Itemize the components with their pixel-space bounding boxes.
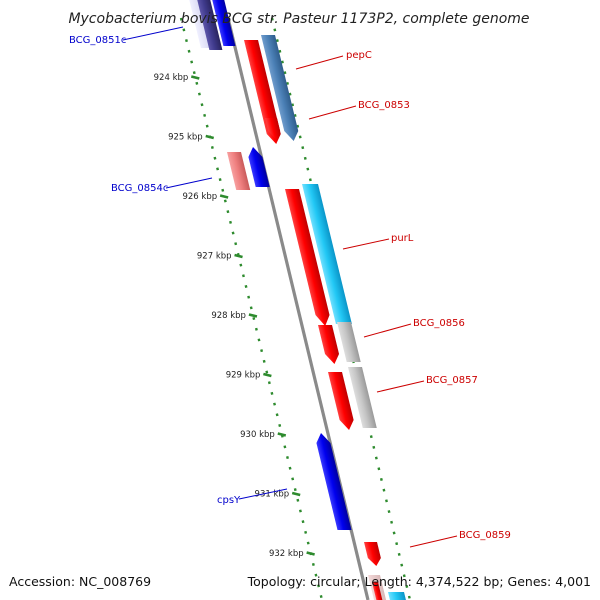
scale-tick-label: 924 kbp bbox=[154, 73, 189, 83]
gene-label[interactable]: BCG_0853 bbox=[358, 100, 410, 111]
scale-tick bbox=[205, 134, 215, 140]
scale-tick-label: 931 kbp bbox=[255, 490, 290, 500]
scale-tick-label: 930 kbp bbox=[240, 430, 275, 440]
gene-feature bbox=[348, 367, 377, 428]
gene-label[interactable]: BCG_0854c bbox=[111, 183, 168, 194]
genome-summary-text: Topology: circular; Length: 4,374,522 bp… bbox=[247, 574, 591, 589]
scale-tick-label: 925 kbp bbox=[168, 133, 203, 143]
gene-label-leader bbox=[238, 488, 288, 500]
scale-tick bbox=[219, 194, 229, 199]
gene-label[interactable]: BCG_0859 bbox=[459, 530, 511, 541]
gene-feature bbox=[261, 35, 299, 141]
gene-label-leader bbox=[165, 177, 213, 189]
gene-feature bbox=[337, 322, 361, 362]
scale-tick-label: 929 kbp bbox=[226, 371, 261, 381]
gene-feature bbox=[248, 147, 270, 187]
scale-tick bbox=[291, 491, 301, 497]
scale-tick bbox=[277, 432, 287, 437]
scale-tick bbox=[190, 75, 200, 80]
accession-text: Accession: NC_008769 bbox=[9, 574, 151, 589]
feature-layer bbox=[182, 0, 411, 600]
gene-label[interactable]: cpsY bbox=[217, 495, 241, 506]
gene-feature bbox=[285, 189, 330, 326]
gene-label[interactable]: BCG_0851c bbox=[69, 35, 126, 46]
gene-feature bbox=[372, 582, 388, 600]
gene-feature bbox=[316, 433, 352, 530]
gene-feature bbox=[190, 0, 223, 50]
gene-feature bbox=[318, 325, 340, 364]
scale-tick bbox=[248, 313, 258, 318]
gene-label[interactable]: BCG_0857 bbox=[426, 375, 478, 386]
gene-label-leader bbox=[363, 323, 412, 338]
gene-label-leader bbox=[308, 105, 357, 120]
gene-label-leader bbox=[409, 535, 458, 548]
gene-label[interactable]: purL bbox=[391, 233, 414, 244]
gene-feature bbox=[227, 152, 251, 190]
gene-label[interactable]: pepC bbox=[346, 50, 372, 61]
gene-label-leader bbox=[342, 238, 390, 250]
scale-tick-label: 927 kbp bbox=[197, 252, 232, 262]
gene-label-leader bbox=[295, 55, 344, 70]
label-layer: BCG_0851c pepC BCG_0853 BCG_0854c purL BCG_08… bbox=[69, 26, 511, 548]
scale-tick-label: 932 kbp bbox=[269, 549, 304, 559]
reverse-strand-guide bbox=[179, 17, 324, 600]
gene-feature bbox=[364, 542, 381, 566]
gene-feature bbox=[302, 184, 352, 324]
gene-feature bbox=[388, 592, 411, 600]
scale-tick-label: 928 kbp bbox=[211, 311, 246, 321]
gene-label-leader bbox=[122, 26, 184, 41]
scale-tick bbox=[263, 372, 272, 378]
scale-tick bbox=[306, 551, 315, 556]
gene-feature bbox=[265, 118, 281, 140]
gene-label[interactable]: BCG_0856 bbox=[413, 318, 465, 329]
gene-feature bbox=[205, 0, 236, 46]
scale-tick bbox=[234, 253, 243, 259]
gene-label-leader bbox=[376, 380, 425, 393]
tick-layer: 924 kbp 925 kbp 926 kbp 927 kbp 928 kbp 929 k… bbox=[154, 73, 315, 559]
scale-tick-label: 926 kbp bbox=[182, 192, 217, 202]
map-title: Mycobacterium bovis BCG str. Pasteur 117… bbox=[68, 11, 529, 27]
gene-feature bbox=[328, 372, 354, 430]
